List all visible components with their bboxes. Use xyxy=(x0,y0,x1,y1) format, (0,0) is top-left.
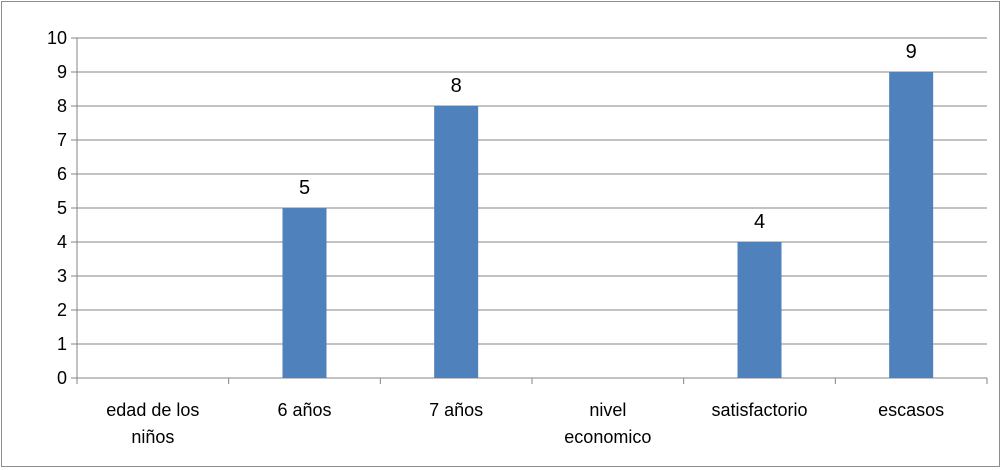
category-label-line: nivel xyxy=(589,400,626,420)
y-tick-label: 7 xyxy=(57,130,67,150)
category-label-line: niños xyxy=(131,427,174,447)
bar xyxy=(434,106,479,378)
y-tick-label: 5 xyxy=(57,198,67,218)
y-tick-label: 2 xyxy=(57,300,67,320)
category-label-line: 7 años xyxy=(429,400,483,420)
bar xyxy=(282,208,327,378)
y-tick-label: 4 xyxy=(57,232,67,252)
y-tick-label: 6 xyxy=(57,164,67,184)
category-label-line: escasos xyxy=(878,400,944,420)
category-label-line: economico xyxy=(564,427,651,447)
data-label: 4 xyxy=(754,211,765,233)
data-label: 8 xyxy=(451,75,462,97)
category-label-line: 6 años xyxy=(277,400,331,420)
category-label: nivel economico xyxy=(564,400,651,447)
category-label: escasos xyxy=(878,400,944,420)
y-tick-label: 10 xyxy=(47,28,67,48)
category-label-line: edad de los xyxy=(106,400,199,420)
category-label-line: satisfactorio xyxy=(711,400,807,420)
category-label: 7 años xyxy=(429,400,483,420)
category-label: edad de los niños xyxy=(106,400,199,447)
y-tick-label: 3 xyxy=(57,266,67,286)
y-tick-label: 1 xyxy=(57,334,67,354)
data-label: 9 xyxy=(906,41,917,63)
category-label: 6 años xyxy=(277,400,331,420)
data-label: 5 xyxy=(299,177,310,199)
bar xyxy=(889,72,934,378)
bar xyxy=(737,242,782,378)
y-tick-label: 0 xyxy=(57,368,67,388)
y-tick-label: 8 xyxy=(57,96,67,116)
y-tick-label: 9 xyxy=(57,62,67,82)
category-label: satisfactorio xyxy=(711,400,807,420)
